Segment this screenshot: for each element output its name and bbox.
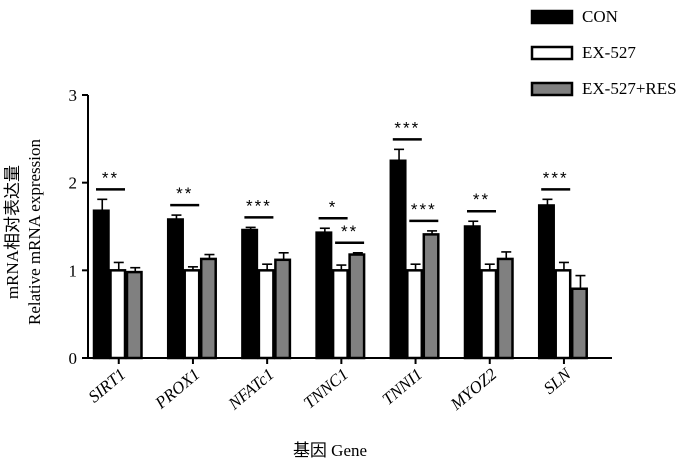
bar-con-myoz2	[463, 225, 481, 360]
bar-ex-527-res-nfatc1	[274, 258, 292, 360]
bar-ex-527-myoz2	[480, 269, 498, 360]
legend-swatch	[530, 45, 574, 61]
bar-con-sln	[537, 204, 555, 360]
bar-ex-527-res-sirt1	[125, 270, 143, 360]
bar-con-prox1	[166, 218, 184, 360]
significance-label: ***	[543, 168, 569, 187]
x-tick-label: TNNC1	[300, 365, 352, 413]
significance-label: **	[473, 190, 490, 209]
legend-swatch	[530, 81, 574, 97]
significance-label: ***	[411, 200, 437, 219]
y-tick-label: 1	[69, 261, 78, 280]
x-tick-label: SIRT1	[85, 365, 130, 407]
axes-layer: 0 1 2 3 SIRT1 PROX1 NFATc1 TNNC1 TNNI1 MYOZ2 SLN	[69, 86, 612, 414]
bar-ex-527-res-tnnc1	[348, 253, 366, 360]
y-tick-label: 0	[69, 349, 78, 368]
x-tick-label: NFATc1	[224, 365, 278, 414]
bar-ex-527-tnni1	[406, 269, 424, 360]
significance-label: **	[102, 168, 119, 187]
significance-label: **	[341, 222, 358, 241]
bar-con-tnni1	[389, 159, 407, 360]
x-tick-label: MYOZ2	[446, 364, 501, 414]
significance-layer: ******* **************	[96, 118, 571, 245]
significance-label: ***	[394, 118, 420, 137]
bar-con-sirt1	[92, 209, 110, 360]
bar-ex-527-sln	[554, 269, 572, 360]
legend-label: EX-527+RES	[582, 79, 677, 98]
bar-con-nfatc1	[241, 228, 259, 360]
legend-swatch	[530, 9, 574, 25]
bar-ex-527-res-prox1	[199, 257, 217, 360]
significance-label: ***	[246, 196, 272, 215]
x-tick-label: SLN	[540, 363, 576, 397]
y-tick-label: 2	[69, 174, 78, 193]
bar-ex-527-res-tnni1	[422, 233, 440, 360]
bars-layer	[92, 148, 588, 360]
bar-ex-527-nfatc1	[257, 269, 275, 360]
bar-con-tnnc1	[315, 231, 333, 360]
y-axis-title: Relative mRNA expression	[25, 138, 44, 325]
y-axis-title-cn: mRNA相对表达量	[3, 165, 22, 299]
legend-label: EX-527	[582, 43, 636, 62]
legend-label: CON	[582, 7, 618, 26]
bar-ex-527-sirt1	[109, 269, 127, 360]
bar-ex-527-tnnc1	[331, 269, 349, 360]
y-tick-label: 3	[69, 86, 78, 105]
bar-ex-527-prox1	[183, 269, 201, 360]
bar-ex-527-res-sln	[570, 287, 588, 360]
significance-label: *	[329, 197, 338, 216]
bar-ex-527-res-myoz2	[496, 257, 514, 360]
legend: CON EX-527 EX-527+RES	[530, 7, 677, 98]
significance-label: **	[176, 184, 193, 203]
x-tick-label: TNNI1	[378, 365, 426, 409]
x-axis-title: 基因 Gene	[293, 441, 367, 460]
x-tick-label: PROX1	[151, 365, 204, 414]
